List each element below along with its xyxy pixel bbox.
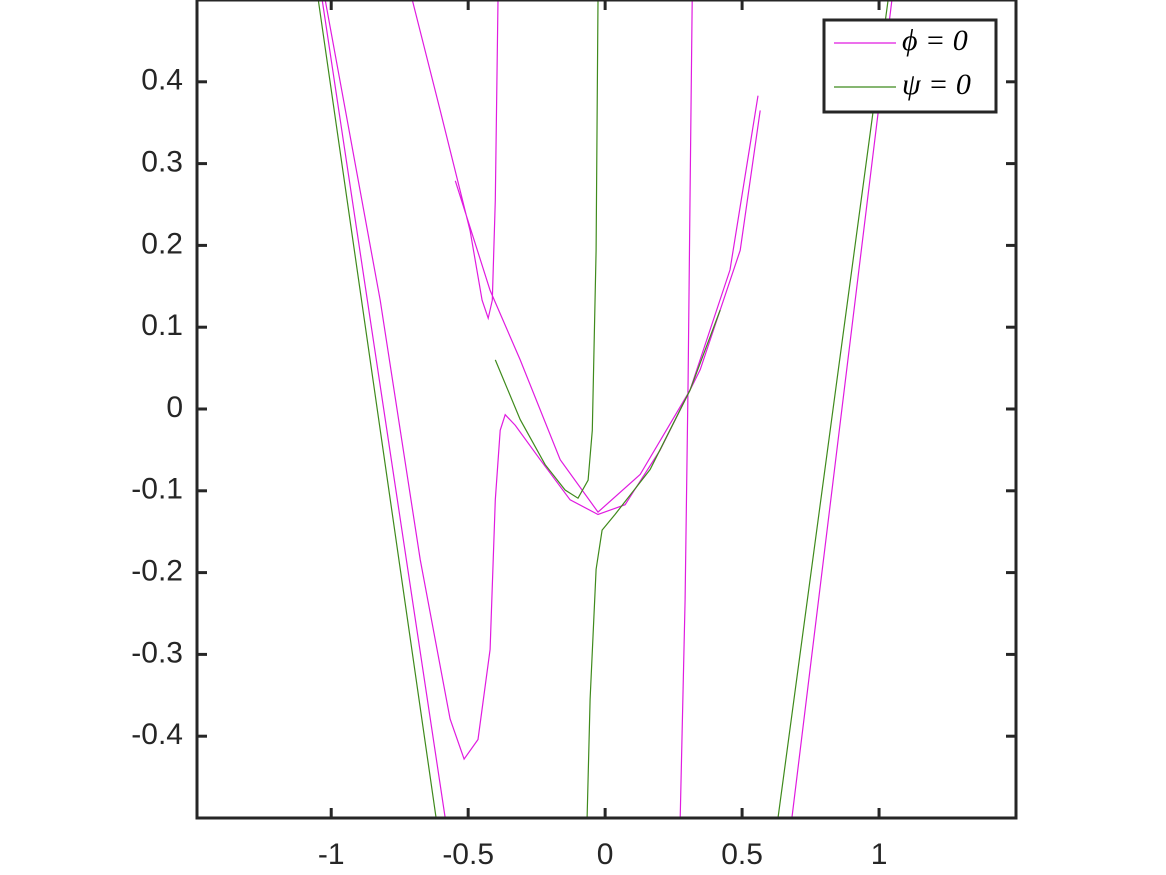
x-tick-label: 0.5: [721, 838, 763, 871]
x-tick-label: 1: [871, 838, 888, 871]
y-tick-label: 0: [166, 391, 183, 424]
curve: [321, 0, 893, 818]
x-tick-label: 0: [597, 838, 614, 871]
y-tick-label: -0.1: [131, 473, 183, 506]
legend-label: ϕ = 0: [902, 24, 968, 57]
legend-box: [822, 18, 998, 114]
axes: -1 -0.5 0 0.5 1 -0.4 -0.3 -0.2 -0.1 0 0.1 0.2 0.3 0.4: [131, 0, 1018, 871]
y-tick-label: -0.4: [131, 718, 183, 751]
y-tick-label: -0.2: [131, 555, 183, 588]
y-tick-label: -0.3: [131, 636, 183, 669]
x-tick-label: -0.5: [442, 838, 494, 871]
legend-label: ψ = 0: [902, 68, 971, 101]
y-tick-label: 0.1: [141, 309, 183, 342]
y-tick-label: 0.3: [141, 146, 183, 179]
plot-area: [317, 0, 893, 818]
legend: ϕ = 0 ψ = 0: [822, 18, 998, 114]
y-tick-label: 0.2: [141, 227, 183, 260]
y-tick-label: 0.4: [141, 64, 183, 97]
curve: [317, 0, 889, 818]
x-tick-label: -1: [318, 838, 345, 871]
